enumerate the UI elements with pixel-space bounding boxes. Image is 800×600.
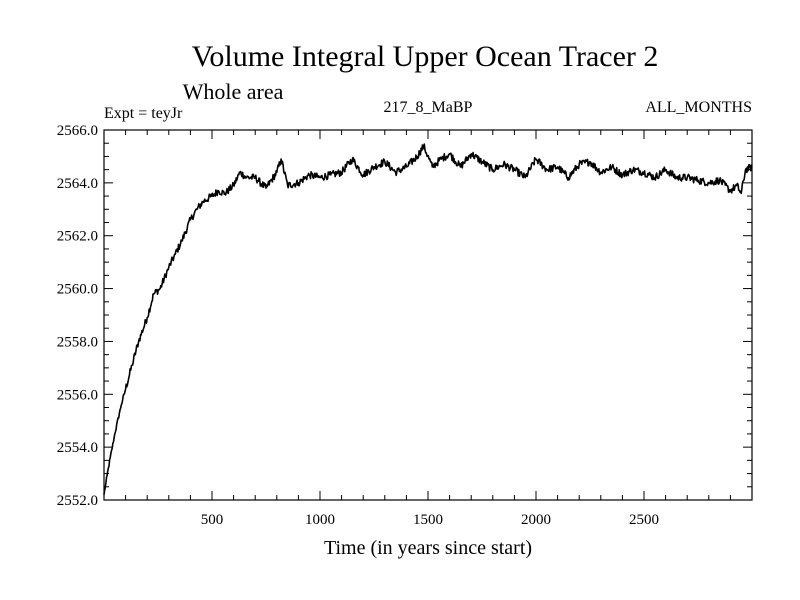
months-label: ALL_MONTHS [645, 99, 752, 116]
x-tick-labels: 500 1000 1500 2000 2500 [201, 512, 659, 528]
experiment-label: Expt = teyJr [104, 105, 183, 122]
x-tick-label: 500 [201, 512, 224, 528]
x-tick-label: 2500 [629, 512, 659, 528]
x-tick-label: 1500 [413, 512, 443, 528]
x-axis-label: Time (in years since start) [324, 537, 532, 559]
y-tick-label: 2554.0 [57, 440, 98, 456]
y-tick-label: 2564.0 [57, 176, 98, 192]
y-tick-label: 2560.0 [57, 282, 98, 298]
y-tick-label: 2558.0 [57, 334, 98, 350]
period-label: 217_8_MaBP [384, 99, 473, 116]
y-tick-labels: 2552.0 2554.0 2556.0 2558.0 2560.0 2562.0 2564… [57, 123, 98, 509]
y-tick-label: 2552.0 [57, 493, 98, 509]
y-tick-label: 2556.0 [57, 387, 98, 403]
tick-marks [104, 130, 752, 500]
chart-title: Volume Integral Upper Ocean Tracer 2 [192, 40, 659, 73]
x-tick-label: 2000 [521, 512, 551, 528]
chart-subtitle: Whole area [183, 79, 284, 104]
x-tick-label: 1000 [305, 512, 335, 528]
series-line [103, 143, 753, 495]
plot-frame [103, 129, 753, 501]
y-tick-label: 2562.0 [57, 229, 98, 245]
y-tick-label: 2566.0 [57, 123, 98, 139]
